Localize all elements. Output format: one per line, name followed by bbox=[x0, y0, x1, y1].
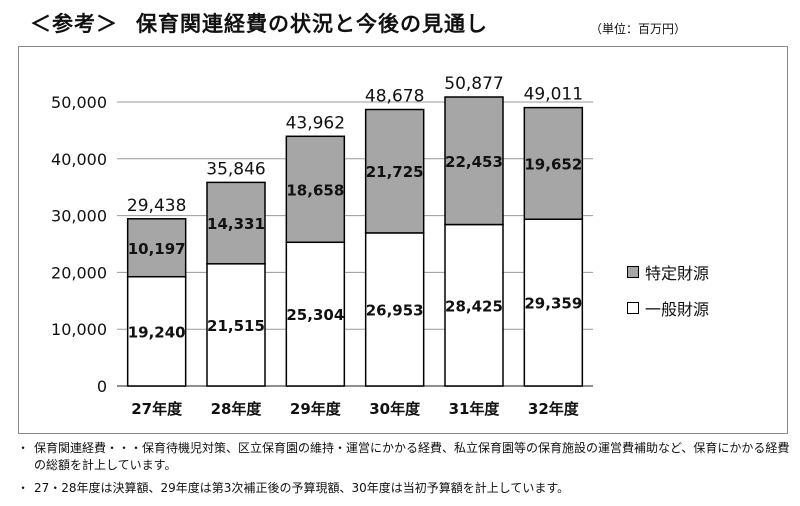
x-tick-label: 32年度 bbox=[528, 400, 580, 418]
x-tick-label: 31年度 bbox=[449, 400, 501, 418]
data-label-specific: 10,197 bbox=[128, 240, 186, 258]
data-label-general: 29,359 bbox=[524, 295, 582, 313]
data-label-general: 25,304 bbox=[286, 306, 344, 324]
y-tick-label: 30,000 bbox=[51, 207, 107, 226]
legend-item-specific: 特定財源 bbox=[627, 258, 709, 286]
bar-segment-general bbox=[126, 275, 187, 387]
data-label-total: 49,011 bbox=[524, 85, 583, 105]
data-label-specific: 14,331 bbox=[207, 215, 265, 233]
y-tick-label: 10,000 bbox=[51, 320, 107, 339]
bar-segment-general bbox=[364, 232, 425, 387]
y-tick-label: 20,000 bbox=[51, 263, 107, 282]
bar-segment-specific bbox=[285, 135, 346, 244]
footnote-bullet: ・ bbox=[16, 481, 29, 495]
footnote-1: ・ 保育関連経費・・・保育待機児対策、区立保育園の維持・運営にかかる経費、私立保… bbox=[12, 440, 792, 474]
y-tick-label: 0 bbox=[97, 377, 107, 396]
data-label-specific: 21,725 bbox=[366, 163, 424, 181]
legend-swatch-general bbox=[627, 302, 639, 314]
bar-segment-general bbox=[523, 218, 584, 387]
data-label-total: 43,962 bbox=[286, 113, 345, 133]
bar-segment-general bbox=[285, 241, 346, 387]
legend-item-general: 一般財源 bbox=[627, 294, 709, 322]
data-label-total: 48,678 bbox=[365, 87, 424, 107]
data-label-total: 35,846 bbox=[206, 159, 265, 179]
x-tick-label: 27年度 bbox=[131, 400, 183, 418]
chart-frame: 0 10,000 20,000 30,000 40,000 50,000 19,240 10,… bbox=[18, 46, 788, 434]
legend-swatch-specific bbox=[627, 266, 639, 278]
title-text: 保育関連経費の状況と今後の見通し bbox=[136, 12, 488, 36]
bar-segment-general bbox=[206, 263, 266, 387]
data-label-specific: 22,453 bbox=[445, 153, 503, 171]
stacked-bar-chart: 0 10,000 20,000 30,000 40,000 50,000 19,240 10,… bbox=[51, 74, 593, 418]
footnote-text: 保育関連経費・・・保育待機児対策、区立保育園の維持・運営にかかる経費、私立保育園… bbox=[34, 441, 790, 472]
data-label-specific: 19,652 bbox=[524, 155, 582, 173]
x-tick-label: 29年度 bbox=[290, 400, 342, 418]
bar-segment-specific bbox=[444, 96, 504, 226]
bar-segment-specific bbox=[126, 218, 187, 278]
bar-segment-general bbox=[444, 223, 504, 387]
data-label-general: 21,515 bbox=[207, 317, 265, 335]
footnote-text: 27・28年度は決算額、29年度は第3次補正後の予算現額、30年度は当初予算額を… bbox=[34, 481, 570, 495]
x-tick-label: 30年度 bbox=[369, 400, 421, 418]
x-tick-label: 28年度 bbox=[211, 400, 263, 418]
bar-segment-specific bbox=[523, 106, 584, 220]
data-label-total: 50,877 bbox=[444, 74, 503, 94]
footnote-2: ・ 27・28年度は決算額、29年度は第3次補正後の予算現額、30年度は当初予算… bbox=[12, 480, 792, 497]
bar-segment-specific bbox=[364, 108, 425, 234]
page-title: ＜参考＞ 保育関連経費の状況と今後の見通し bbox=[30, 8, 488, 38]
y-tick-label: 50,000 bbox=[51, 93, 107, 112]
unit-label: （単位：百万円） bbox=[590, 22, 687, 36]
y-tick-label: 40,000 bbox=[51, 150, 107, 169]
data-label-specific: 18,658 bbox=[286, 181, 344, 199]
data-label-general: 28,425 bbox=[445, 297, 503, 315]
chart-legend: 特定財源 一般財源 bbox=[627, 258, 709, 330]
data-label-general: 19,240 bbox=[128, 323, 186, 341]
footnotes: ・ 保育関連経費・・・保育待機児対策、区立保育園の維持・運営にかかる経費、私立保… bbox=[12, 440, 792, 503]
legend-label-general: 一般財源 bbox=[645, 300, 710, 319]
title-tag: ＜参考＞ bbox=[30, 12, 118, 36]
data-label-total: 29,438 bbox=[127, 196, 186, 216]
data-label-general: 26,953 bbox=[366, 301, 424, 319]
footnote-bullet: ・ bbox=[16, 441, 29, 455]
bar-segment-specific bbox=[206, 181, 266, 265]
legend-label-specific: 特定財源 bbox=[645, 264, 710, 283]
